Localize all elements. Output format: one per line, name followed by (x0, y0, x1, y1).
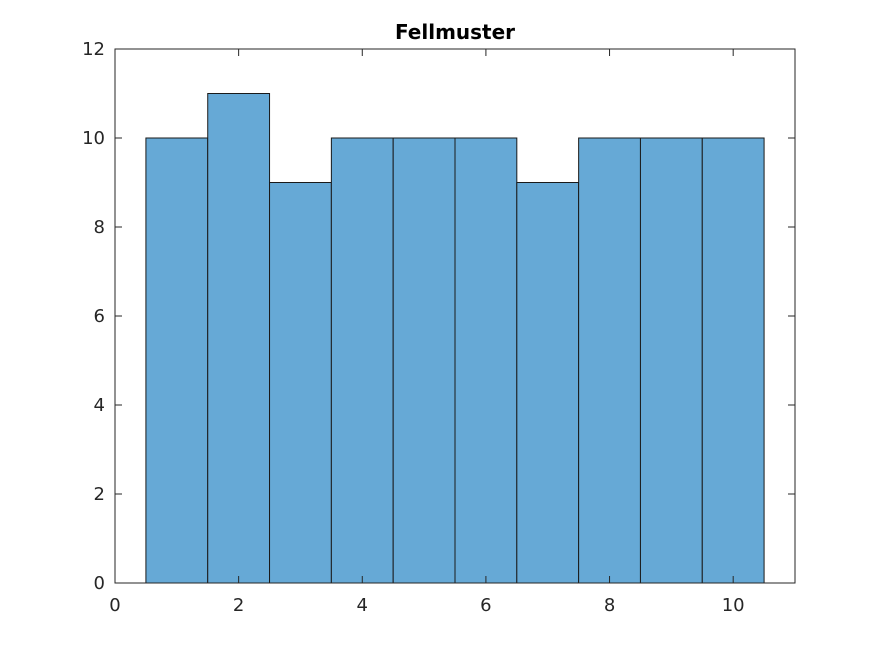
y-tick-label: 10 (82, 128, 105, 149)
bars-group (145, 93, 765, 584)
y-tick-label: 12 (82, 39, 105, 60)
chart-title: Fellmuster (395, 20, 515, 44)
histogram-bar-9 (639, 137, 703, 584)
x-tick-label: 10 (722, 595, 745, 616)
y-tick-label: 2 (94, 484, 105, 505)
histogram-bar-4 (330, 137, 394, 584)
histogram-bar-6 (454, 137, 518, 584)
x-tick-label: 0 (109, 595, 120, 616)
y-tick-label: 4 (94, 395, 105, 416)
y-tick-label: 6 (94, 306, 105, 327)
histogram-bar-5 (392, 137, 456, 584)
x-tick-label: 2 (233, 595, 244, 616)
histogram-bar-8 (578, 137, 641, 584)
histogram-bar-3 (269, 182, 332, 584)
histogram-bar-7 (516, 182, 580, 584)
x-tick-label: 8 (604, 595, 615, 616)
y-tick-label: 0 (94, 573, 105, 594)
histogram-bar-10 (701, 137, 765, 584)
histogram-bar-2 (207, 93, 271, 584)
y-tick-label: 8 (94, 217, 105, 238)
x-tick-label: 4 (357, 595, 368, 616)
axes-box (114, 48, 796, 584)
histogram-bar-1 (145, 137, 209, 584)
x-tick-label: 6 (480, 595, 491, 616)
